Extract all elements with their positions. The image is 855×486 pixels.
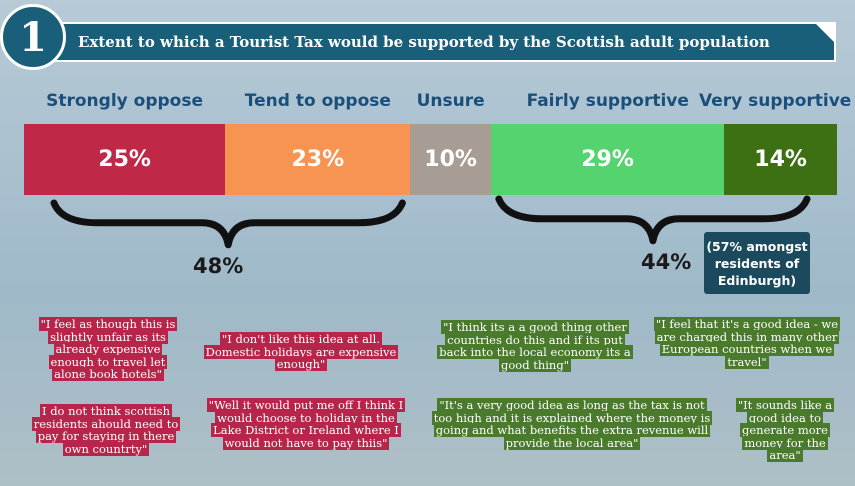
support-quote-3-text: "It's a very good idea as long as the ta… [431,398,713,450]
header-corner-fold [814,22,836,44]
support-quote-1-text: "I think its a a good thing other countr… [437,320,633,372]
category-label-fairly-supportive: Fairly supportive [526,91,689,111]
oppose-quote-2-text: "I don't like this idea at all. Domestic… [203,332,399,371]
oppose-quote-4-text: "Well it would put me off I think I woul… [206,398,406,450]
category-label-unsure: Unsure [416,91,485,111]
bar-tend-to-oppose: 23% [225,124,411,195]
support-quote-2-text: "I feel that it's a good idea - we are c… [653,317,841,369]
support-quote-3: "It's a very good idea as long as the ta… [430,398,714,450]
support-quote-1: "I think its a a good thing other countr… [437,320,633,372]
edinburgh-note: (57% amongst residents of Edinburgh) [704,232,810,294]
oppose-brace [50,199,406,249]
bar-value-label: 29% [581,147,634,172]
header-bar: Extent to which a Tourist Tax would be s… [28,22,836,62]
oppose-quote-1-text: "I feel as though this is slightly unfai… [38,317,178,381]
bar-value-label: 23% [291,147,345,172]
bar-value-label: 25% [98,147,151,172]
section-number-badge: 1 [0,4,66,70]
bar-fairly-supportive: 29% [490,124,725,195]
bar-strongly-oppose: 25% [24,124,226,195]
bar-value-label: 14% [754,147,807,172]
support-quote-2: "I feel that it's a good idea - we are c… [652,317,842,369]
support-total-label: 44% [641,250,692,274]
oppose-quote-2: "I don't like this idea at all. Domestic… [202,332,400,371]
support-quote-4-text: "It sounds like a good idea to generate … [735,398,835,462]
category-label-strongly-oppose: Strongly oppose [46,91,203,111]
chart-title: Extent to which a Tourist Tax would be s… [78,33,770,51]
oppose-quote-1: "I feel as though this is slightly unfai… [32,317,184,381]
category-label-tend-to-oppose: Tend to oppose [244,91,391,111]
bar-very-supportive: 14% [724,124,837,195]
oppose-quote-3: I do not think scottish residents ahould… [26,404,186,456]
oppose-total-label: 48% [193,254,244,278]
oppose-quote-3-text: I do not think scottish residents ahould… [31,404,181,456]
oppose-quote-4: "Well it would put me off I think I woul… [202,398,410,450]
bar-unsure: 10% [410,124,491,195]
bar-value-label: 10% [424,147,477,172]
category-label-very-supportive: Very supportive [699,91,852,111]
support-quote-4: "It sounds like a good idea to generate … [728,398,842,462]
edinburgh-note-text: (57% amongst residents of Edinburgh) [706,238,808,288]
